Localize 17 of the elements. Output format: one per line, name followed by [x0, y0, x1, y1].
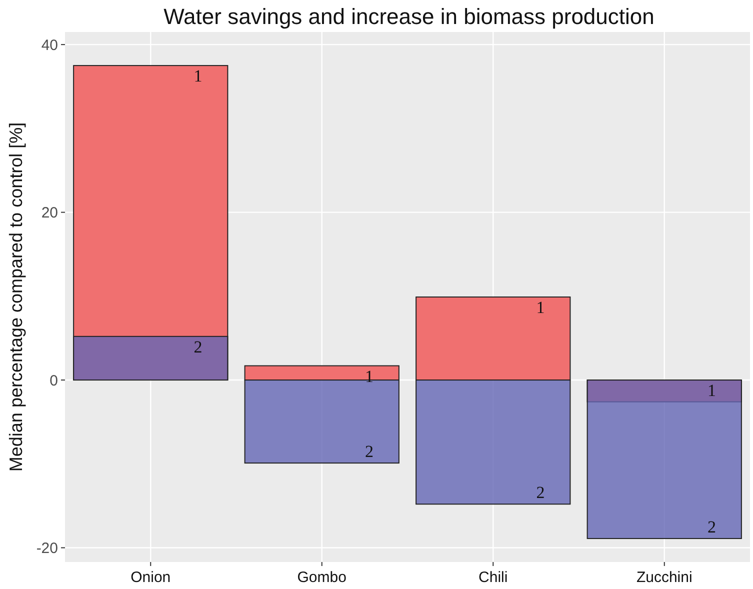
x-tick-label: Gombo [297, 569, 346, 586]
text: 1 [194, 66, 202, 86]
x-tick-label: Chili [478, 569, 508, 586]
x-tick-label: Zucchini [636, 569, 692, 586]
series-label: 1 [707, 380, 716, 400]
y-tick-label: 20 [41, 204, 58, 222]
y-axis-title: Median percentage compared to control [%] [6, 122, 26, 472]
x-tick-label: Onion [130, 569, 171, 586]
chart-title: Water savings and increase in biomass production [164, 4, 654, 29]
y-tick-label: 40 [41, 36, 58, 54]
text: 2 [536, 483, 545, 502]
text: 2 [707, 518, 716, 537]
y-tick-label: 0 [50, 372, 58, 390]
y-tick-label: -20 [36, 540, 58, 557]
text: 2 [364, 442, 374, 462]
series-label: 2 [194, 337, 202, 356]
text: 1 [536, 298, 545, 317]
